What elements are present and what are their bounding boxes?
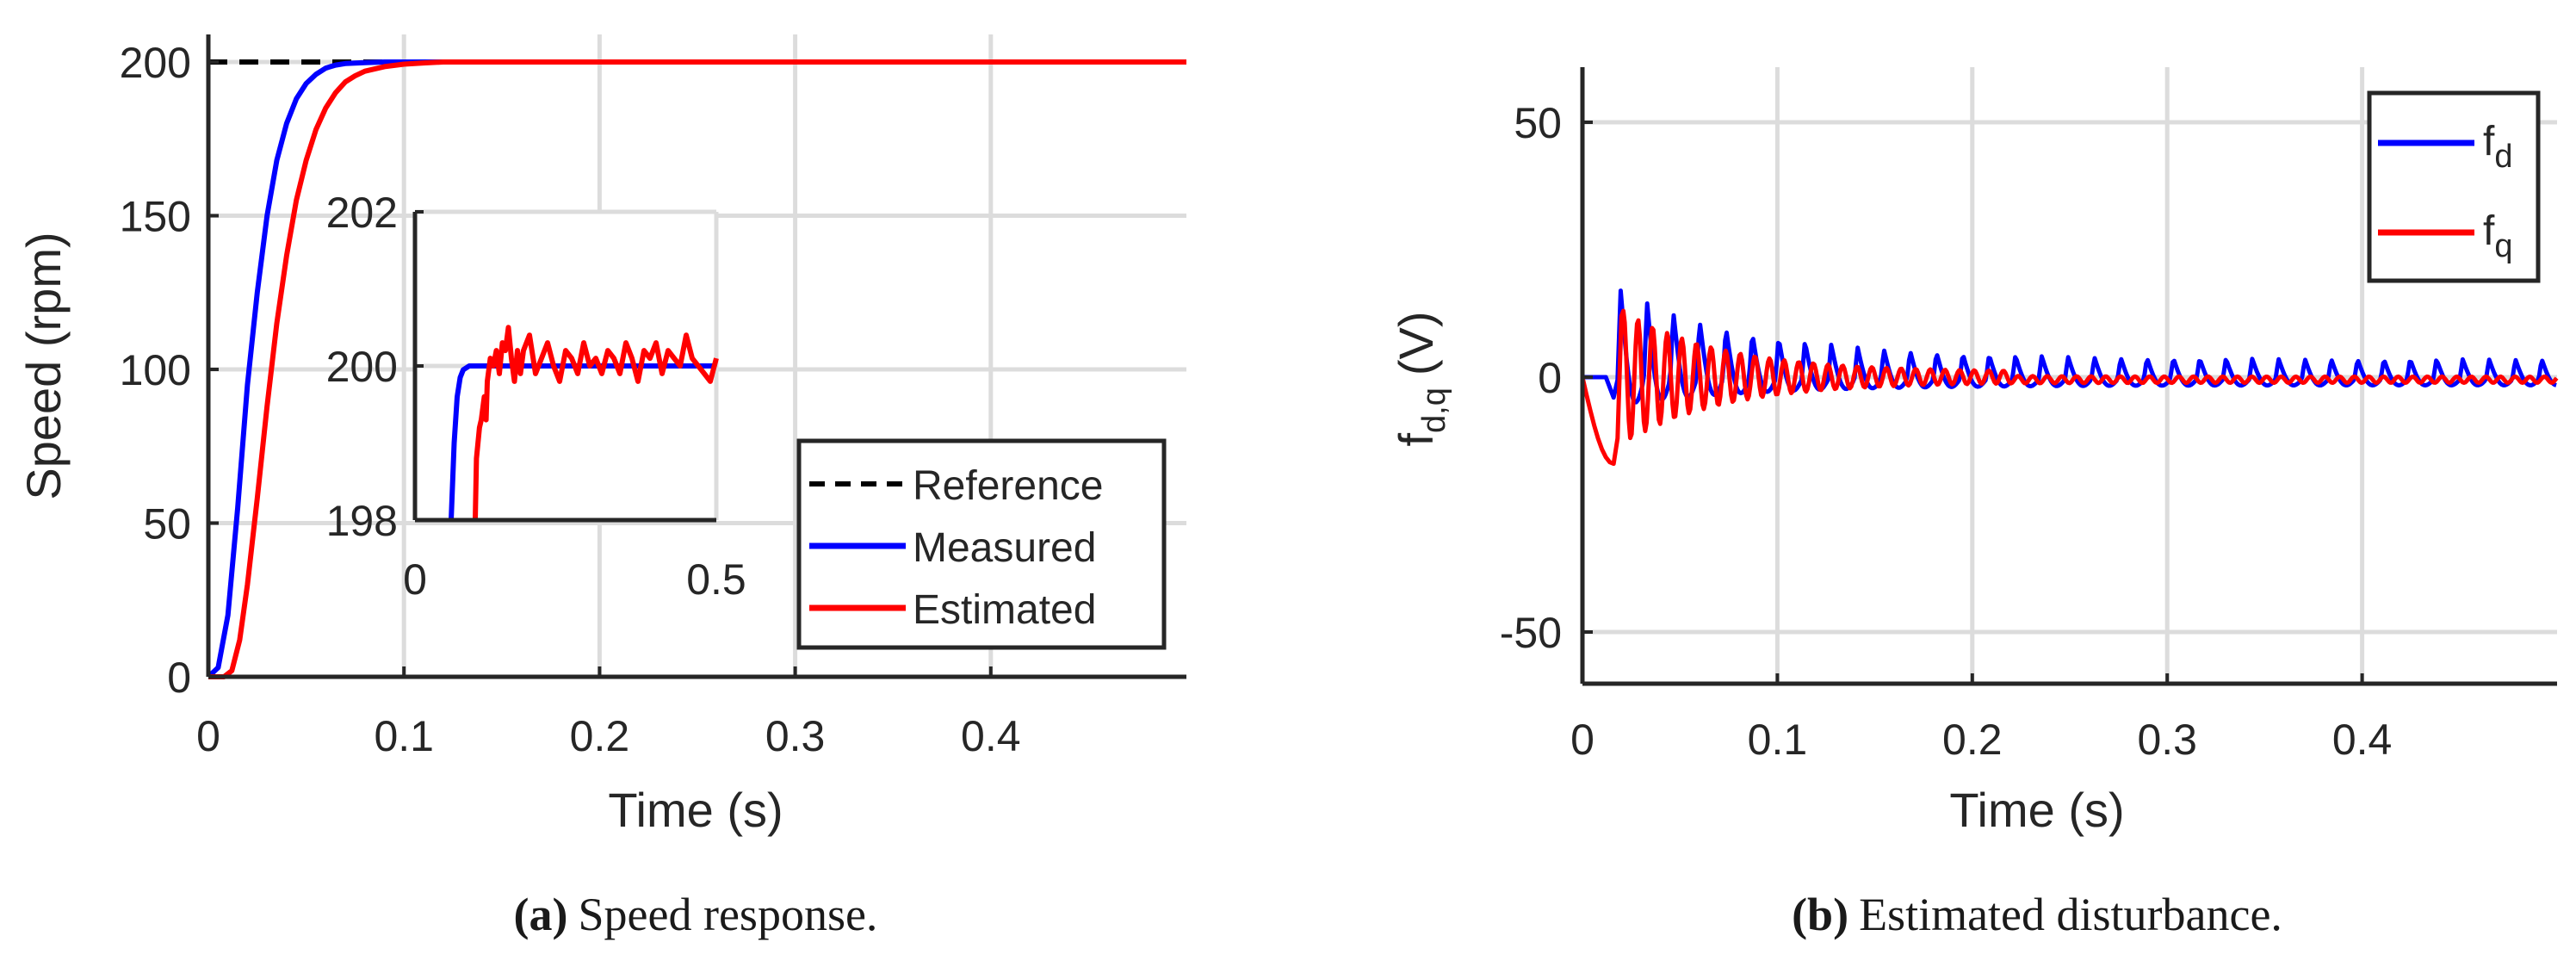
y-tick-label: 100 [120, 346, 191, 394]
axes [206, 34, 1186, 679]
inset-x-tick-label: 0 [403, 555, 427, 604]
caption-a: (a) Speed response. [514, 889, 878, 940]
x-axis-label: Time (s) [608, 783, 783, 837]
y-tick-label: 0 [167, 654, 191, 702]
legend-label-estimated: Estimated [913, 587, 1096, 633]
legend-label-fq-main: f [2483, 208, 2495, 254]
inset-line-estimated [473, 325, 719, 521]
y-tick-label: -50 [1500, 609, 1562, 657]
inset-y-tick-label: 198 [326, 497, 398, 545]
y-tick-label: 200 [120, 39, 191, 87]
x-tick-label: 0.3 [2137, 716, 2197, 764]
x-tick-label: 0.2 [1942, 716, 2003, 764]
inset-y-tick-label: 200 [326, 343, 398, 391]
inset-y-tick-label: 202 [326, 189, 398, 237]
x-axis-label: Time (s) [1949, 783, 2124, 837]
inset-x-tick-label: 0.5 [686, 555, 746, 604]
legend-label-measured: Measured [913, 525, 1096, 571]
x-tick-labels: 0 0.1 0.2 0.3 0.4 [1570, 673, 2392, 764]
y-axis-label-sub: d,q [1416, 387, 1452, 433]
x-tick-labels: 0 0.1 0.2 0.3 0.4 [196, 666, 1021, 760]
y-axis-label-main: f [1389, 433, 1443, 447]
y-tick-label: 0 [1538, 354, 1562, 402]
legend-box [2367, 90, 2541, 283]
line-estimated [208, 59, 1186, 679]
caption-b-text: Estimated disturbance. [1859, 889, 2282, 940]
y-tick-label: 50 [143, 500, 191, 548]
inset-line-measured [449, 363, 716, 521]
series-group [1580, 288, 2559, 467]
x-tick-label: 0.3 [765, 712, 826, 760]
series-group [206, 59, 1186, 679]
chart-speed-response: 0 0.1 0.2 0.3 0.4 0 50 100 150 200 Time (s) Spee… [16, 34, 1186, 837]
line-measured [206, 59, 1186, 679]
caption-b: (b) Estimated disturbance. [1792, 889, 2282, 940]
y-tick-labels: -50 0 50 [1500, 99, 1593, 657]
y-tick-labels: 0 50 100 150 200 [120, 39, 219, 702]
caption-a-label: (a) [514, 889, 568, 940]
legend-label-fq: fq [2483, 208, 2512, 264]
x-tick-label: 0.1 [1748, 716, 1808, 764]
legend-label-reference: Reference [913, 463, 1103, 509]
x-tick-label: 0 [196, 712, 220, 760]
legend: Reference Measured Estimated [796, 438, 1167, 650]
legend-label-fd: fd [2483, 119, 2512, 175]
line-fq [1580, 308, 2559, 467]
y-tick-label: 50 [1514, 99, 1562, 147]
x-tick-label: 0.1 [374, 712, 434, 760]
legend-label-fd-sub: d [2494, 139, 2512, 175]
y-axis-label: fd,q (V) [1389, 311, 1452, 446]
y-axis-label: Speed (rpm) [16, 232, 71, 499]
y-axis-label-unit: (V) [1389, 311, 1443, 375]
inset-tick-labels: 198 200 202 0 0.5 [326, 189, 746, 604]
x-tick-label: 0.4 [2332, 716, 2393, 764]
x-tick-label: 0.4 [961, 712, 1021, 760]
x-tick-label: 0.2 [570, 712, 630, 760]
legend: fd fq [2367, 90, 2541, 283]
inset-series [449, 325, 719, 521]
x-tick-label: 0 [1570, 716, 1595, 764]
caption-b-label: (b) [1792, 889, 1848, 940]
inset-zoom: 198 200 202 0 0.5 [326, 189, 746, 604]
legend-label-fd-main: f [2483, 119, 2495, 164]
caption-a-text: Speed response. [579, 889, 878, 940]
y-tick-label: 150 [120, 193, 191, 241]
legend-label-fq-sub: q [2494, 228, 2512, 264]
